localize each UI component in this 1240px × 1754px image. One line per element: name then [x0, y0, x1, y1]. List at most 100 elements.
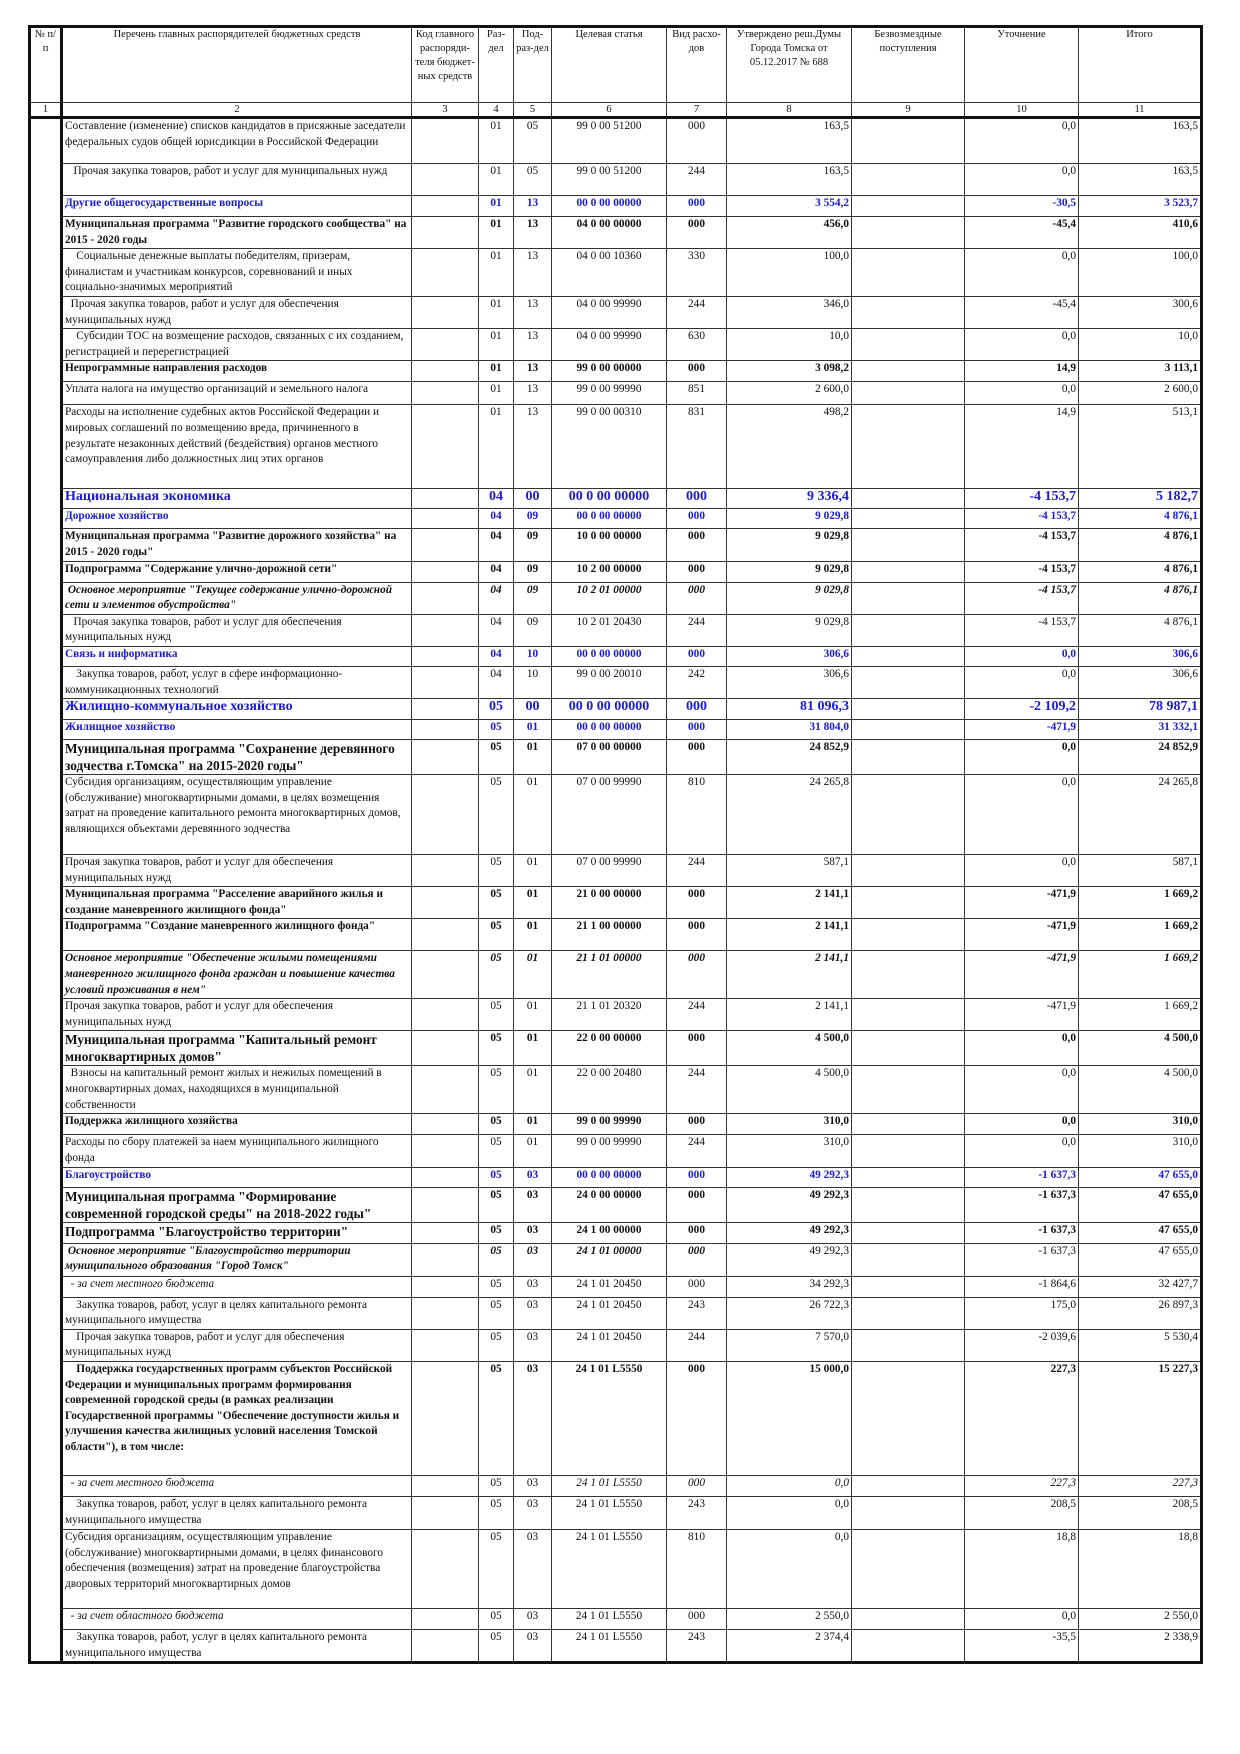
approved-cell: 2 141,1 [726, 886, 852, 920]
name-cell: - за счет областного бюджета [60, 1608, 412, 1630]
admin-code-cell [411, 1529, 479, 1609]
expense-type-cell: 000 [666, 117, 727, 164]
name-cell: Закупка товаров, работ, услуг в целях ка… [60, 1296, 412, 1330]
adjustment-cell: 175,0 [964, 1296, 1079, 1330]
adjustment-cell: -471,9 [964, 918, 1079, 952]
expense-type-cell: 244 [666, 295, 727, 330]
expense-type-cell: 000 [666, 886, 727, 920]
section-cell: 05 [478, 886, 514, 920]
name-cell: Закупка товаров, работ, услуг в целях ка… [60, 1628, 412, 1664]
expense-type-cell: 000 [666, 560, 727, 583]
adjustment-cell: -4 153,7 [964, 560, 1079, 583]
subsection-cell: 01 [513, 918, 552, 952]
target-item-cell: 24 1 01 L5550 [551, 1475, 667, 1497]
expense-type-cell: 244 [666, 613, 727, 647]
subsection-cell: 10 [513, 665, 552, 700]
grants-cell [851, 1275, 965, 1298]
subsection-cell: 03 [513, 1328, 552, 1363]
admin-code-cell [411, 1328, 479, 1363]
expense-type-cell: 000 [666, 1186, 727, 1223]
grants-cell [851, 248, 965, 297]
adjustment-cell: 208,5 [964, 1496, 1079, 1530]
section-cell: 05 [478, 1242, 514, 1277]
table-row: Национальная экономика 04 00 00 0 00 00000 0… [30, 488, 1202, 510]
section-cell: 05 [478, 1221, 514, 1244]
target-item-cell: 00 0 00 00000 [551, 645, 667, 667]
grants-cell [851, 1065, 965, 1115]
target-item-cell: 00 0 00 00000 [551, 1166, 667, 1188]
section-cell: 05 [478, 1296, 514, 1330]
header-admin-code: Код главного распоряди-теля бюджет-ных с… [411, 26, 479, 103]
admin-code-cell [411, 665, 479, 700]
admin-code-cell [411, 488, 479, 510]
total-cell: 4 500,0 [1078, 1030, 1202, 1067]
grants-cell [851, 1030, 965, 1067]
approved-cell: 9 029,8 [726, 613, 852, 647]
table-row: Поддержка жилищного хозяйства 05 01 99 0 00… [30, 1113, 1202, 1136]
header-approved: Утверждено реш.Думы Города Томска от 05.… [726, 26, 852, 103]
target-item-cell: 00 0 00 00000 [551, 698, 667, 721]
total-cell: 24 852,9 [1078, 739, 1202, 776]
admin-code-cell [411, 1134, 479, 1168]
name-cell: - за счет местного бюджета [60, 1475, 412, 1497]
expense-type-cell: 000 [666, 215, 727, 250]
section-cell: 05 [478, 1113, 514, 1136]
adjustment-cell: 0,0 [964, 1065, 1079, 1115]
name-cell: Муниципальная программа "Сохранение дере… [60, 739, 412, 776]
target-item-cell: 24 1 00 00000 [551, 1221, 667, 1244]
table-row: Взносы на капитальный ремонт жилых и неж… [30, 1065, 1202, 1115]
subsection-cell: 09 [513, 581, 552, 615]
admin-code-cell [411, 1275, 479, 1298]
grants-cell [851, 117, 965, 164]
target-item-cell: 07 0 00 00000 [551, 739, 667, 776]
header-number: № п/п [29, 26, 62, 103]
total-cell: 2 600,0 [1078, 381, 1202, 406]
target-item-cell: 00 0 00 00000 [551, 488, 667, 510]
section-cell: 01 [478, 404, 514, 490]
name-cell: Основное мероприятие "Благоустройство те… [60, 1242, 412, 1277]
expense-type-cell: 000 [666, 739, 727, 776]
section-cell: 05 [478, 1496, 514, 1530]
approved-cell: 163,5 [726, 117, 852, 164]
target-item-cell: 24 1 01 20450 [551, 1275, 667, 1298]
name-cell: Расходы по сбору платежей за наем муници… [60, 1134, 412, 1168]
total-cell: 1 669,2 [1078, 886, 1202, 920]
approved-cell: 310,0 [726, 1113, 852, 1136]
total-cell: 47 655,0 [1078, 1166, 1202, 1188]
table-row: Основное мероприятие "Текущее содержание… [30, 581, 1202, 615]
admin-code-cell [411, 381, 479, 406]
name-cell: Основное мероприятие "Текущее содержание… [60, 581, 412, 615]
adjustment-cell: 0,0 [964, 645, 1079, 667]
approved-cell: 81 096,3 [726, 698, 852, 721]
table-row: Прочая закупка товаров, работ и услуг дл… [30, 613, 1202, 647]
target-item-cell: 22 0 00 20480 [551, 1065, 667, 1115]
table-row: - за счет местного бюджета 05 03 24 1 01 20… [30, 1275, 1202, 1298]
approved-cell: 34 292,3 [726, 1275, 852, 1298]
expense-type-cell: 243 [666, 1628, 727, 1664]
name-cell: Субсидия организациям, осуществляющим уп… [60, 1529, 412, 1609]
subsection-cell: 01 [513, 886, 552, 920]
total-cell: 163,5 [1078, 163, 1202, 196]
approved-cell: 456,0 [726, 215, 852, 250]
section-cell: 05 [478, 1529, 514, 1609]
name-cell: Подпрограмма "Благоустройство территории… [60, 1221, 412, 1244]
column-number: 5 [513, 102, 552, 119]
section-cell: 05 [478, 1166, 514, 1188]
expense-type-cell: 243 [666, 1296, 727, 1330]
admin-code-cell [411, 528, 479, 562]
adjustment-cell: 0,0 [964, 1030, 1079, 1067]
grants-cell [851, 1166, 965, 1188]
section-cell: 01 [478, 195, 514, 217]
approved-cell: 3 098,2 [726, 360, 852, 383]
total-cell: 15 227,3 [1078, 1361, 1202, 1476]
target-item-cell: 24 1 01 20450 [551, 1328, 667, 1363]
table-row: Муниципальная программа "Сохранение дере… [30, 739, 1202, 776]
total-cell: 2 338,9 [1078, 1628, 1202, 1664]
subsection-cell: 05 [513, 117, 552, 164]
name-cell: Муниципальная программа "Развитие городс… [60, 215, 412, 250]
grants-cell [851, 1328, 965, 1363]
subsection-cell: 01 [513, 854, 552, 888]
section-cell: 01 [478, 328, 514, 362]
adjustment-cell: 227,3 [964, 1475, 1079, 1497]
admin-code-cell [411, 1496, 479, 1530]
